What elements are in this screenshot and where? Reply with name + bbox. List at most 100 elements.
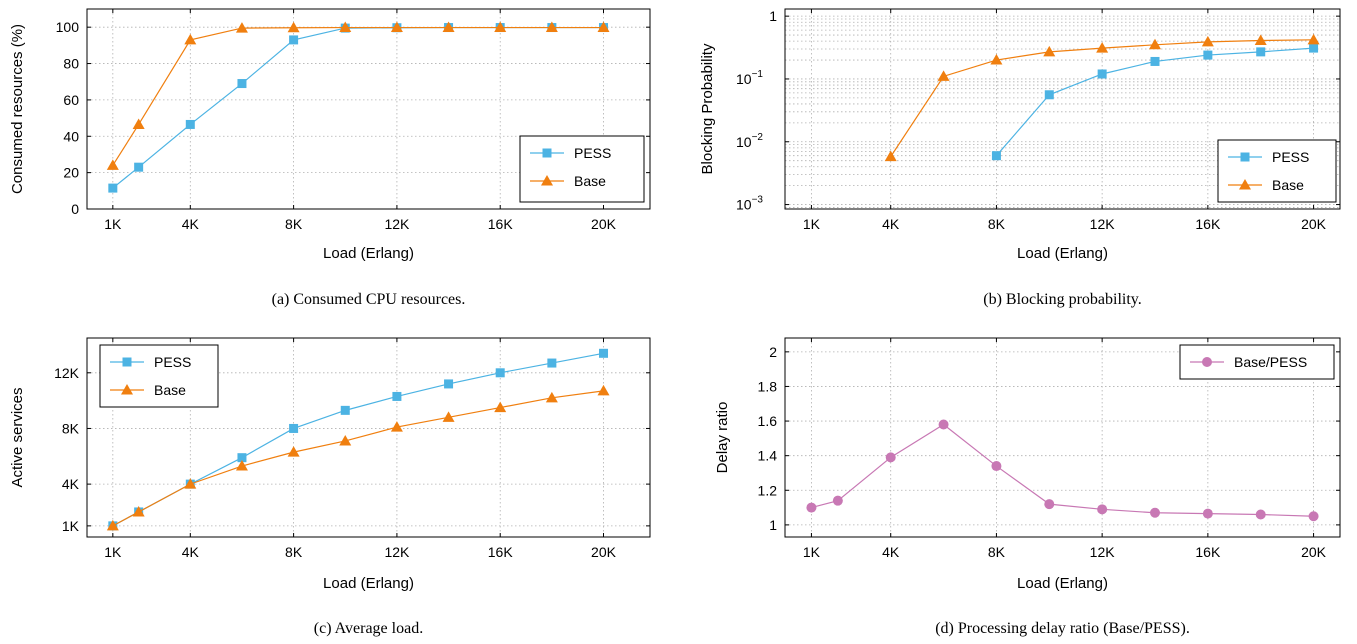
y-tick-label: 2: [769, 344, 777, 360]
data-point: [494, 401, 507, 413]
y-tick-label: 0: [71, 201, 79, 217]
data-point: [1254, 34, 1267, 45]
data-point: [1150, 56, 1160, 66]
x-tick-label: 1K: [803, 216, 821, 232]
data-point: [1044, 90, 1054, 100]
y-tick-label: 10−2: [736, 132, 763, 150]
data-point: [832, 495, 843, 506]
x-tick-label: 12K: [1090, 544, 1116, 560]
y-tick-label: 20: [63, 165, 79, 181]
data-point: [184, 478, 197, 489]
data-point: [1097, 69, 1107, 79]
series-line: [112, 390, 604, 527]
data-point: [599, 348, 609, 358]
legend-label: Base/PESS: [1234, 354, 1307, 370]
y-axis-label: Delay ratio: [714, 402, 731, 474]
data-point: [390, 21, 403, 33]
y-tick-label: 10−1: [736, 69, 763, 87]
data-point: [1097, 504, 1108, 515]
legend-marker: [122, 357, 132, 367]
data-point: [339, 434, 352, 446]
figure-caption: (a) Consumed CPU resources.: [272, 291, 466, 308]
legend-label: PESS: [1272, 149, 1309, 165]
legend-label: Base: [574, 173, 606, 189]
legend-label: Base: [154, 382, 186, 398]
data-point: [1309, 43, 1319, 53]
x-tick-label: 8K: [988, 544, 1006, 560]
data-point: [597, 21, 610, 33]
data-point: [235, 460, 248, 471]
y-tick-label: 1.2: [758, 482, 778, 498]
legend-box: [99, 344, 219, 408]
data-point: [495, 368, 505, 378]
data-point: [884, 150, 897, 162]
figure-caption: (b) Blocking probability.: [983, 291, 1142, 308]
x-tick-label: 8K: [285, 544, 303, 560]
x-axis-label: Load (Erlang): [323, 245, 414, 262]
x-tick-label: 4K: [882, 216, 900, 232]
data-point: [108, 183, 118, 193]
data-point: [937, 70, 950, 81]
x-tick-label: 12K: [384, 216, 410, 232]
data-point: [442, 411, 455, 422]
data-point: [547, 358, 557, 368]
data-point: [340, 405, 350, 415]
legend-marker: [542, 148, 552, 158]
chart-1: 1K 4K 8K 12K 16K 20K 0 20 40 60 80 100 Load (Erlang)…: [9, 8, 651, 308]
x-tick-label: 8K: [285, 216, 303, 232]
data-point: [237, 453, 247, 463]
y-tick-label: 10−3: [736, 195, 763, 213]
y-tick-label: 1: [769, 8, 777, 24]
data-point: [545, 21, 558, 33]
x-tick-label: 16K: [1195, 216, 1221, 232]
y-tick-label: 80: [63, 56, 79, 72]
data-point: [392, 391, 402, 401]
data-point: [597, 384, 610, 396]
y-tick-label: 4K: [62, 476, 80, 492]
legend-label: Base: [1272, 177, 1304, 193]
series-base: [106, 21, 610, 170]
y-tick-label: 1.4: [758, 448, 778, 464]
y-tick-label: 12K: [54, 365, 80, 381]
data-point: [390, 421, 403, 432]
data-point: [134, 162, 144, 172]
x-axis-label: Load (Erlang): [1017, 245, 1108, 262]
plot-frame: [784, 8, 1341, 210]
x-tick-label: 16K: [1195, 544, 1221, 560]
data-point: [494, 21, 507, 33]
data-point: [106, 159, 119, 170]
data-point: [1096, 42, 1109, 53]
plot-frame: [784, 337, 1341, 538]
x-tick-label: 16K: [488, 544, 514, 560]
y-axis-label: Blocking Probability: [699, 43, 716, 174]
legend-marker: [1240, 152, 1250, 162]
y-tick-label: 1K: [62, 518, 80, 534]
x-tick-label: 20K: [591, 216, 617, 232]
data-point: [444, 379, 454, 389]
legend-label: PESS: [154, 354, 191, 370]
x-tick-label: 12K: [1090, 216, 1116, 232]
plot-frame: [86, 337, 651, 538]
chart-2: 1K 4K 8K 12K 16K 20K 10−3 10−2 10−1 1 Load (Erlang…: [699, 8, 1341, 308]
y-tick-label: 1.6: [758, 413, 778, 429]
legend-marker: [541, 175, 553, 186]
data-point: [1308, 511, 1319, 522]
data-point: [1307, 33, 1320, 45]
data-point: [1043, 45, 1056, 57]
x-tick-label: 1K: [104, 544, 122, 560]
y-tick-label: 40: [63, 128, 79, 144]
x-tick-label: 4K: [182, 544, 200, 560]
x-tick-label: 20K: [1301, 544, 1327, 560]
legend: Base/PESS: [1179, 344, 1335, 380]
data-point: [185, 119, 195, 129]
data-point: [1255, 509, 1266, 520]
data-point: [235, 22, 248, 33]
data-point: [990, 54, 1003, 65]
y-tick-label: 100: [56, 19, 80, 35]
y-tick-label: 8K: [62, 420, 80, 436]
data-point: [1201, 35, 1214, 47]
data-point: [184, 33, 197, 45]
y-axis-label: Active services: [9, 387, 26, 487]
x-tick-label: 8K: [988, 216, 1006, 232]
